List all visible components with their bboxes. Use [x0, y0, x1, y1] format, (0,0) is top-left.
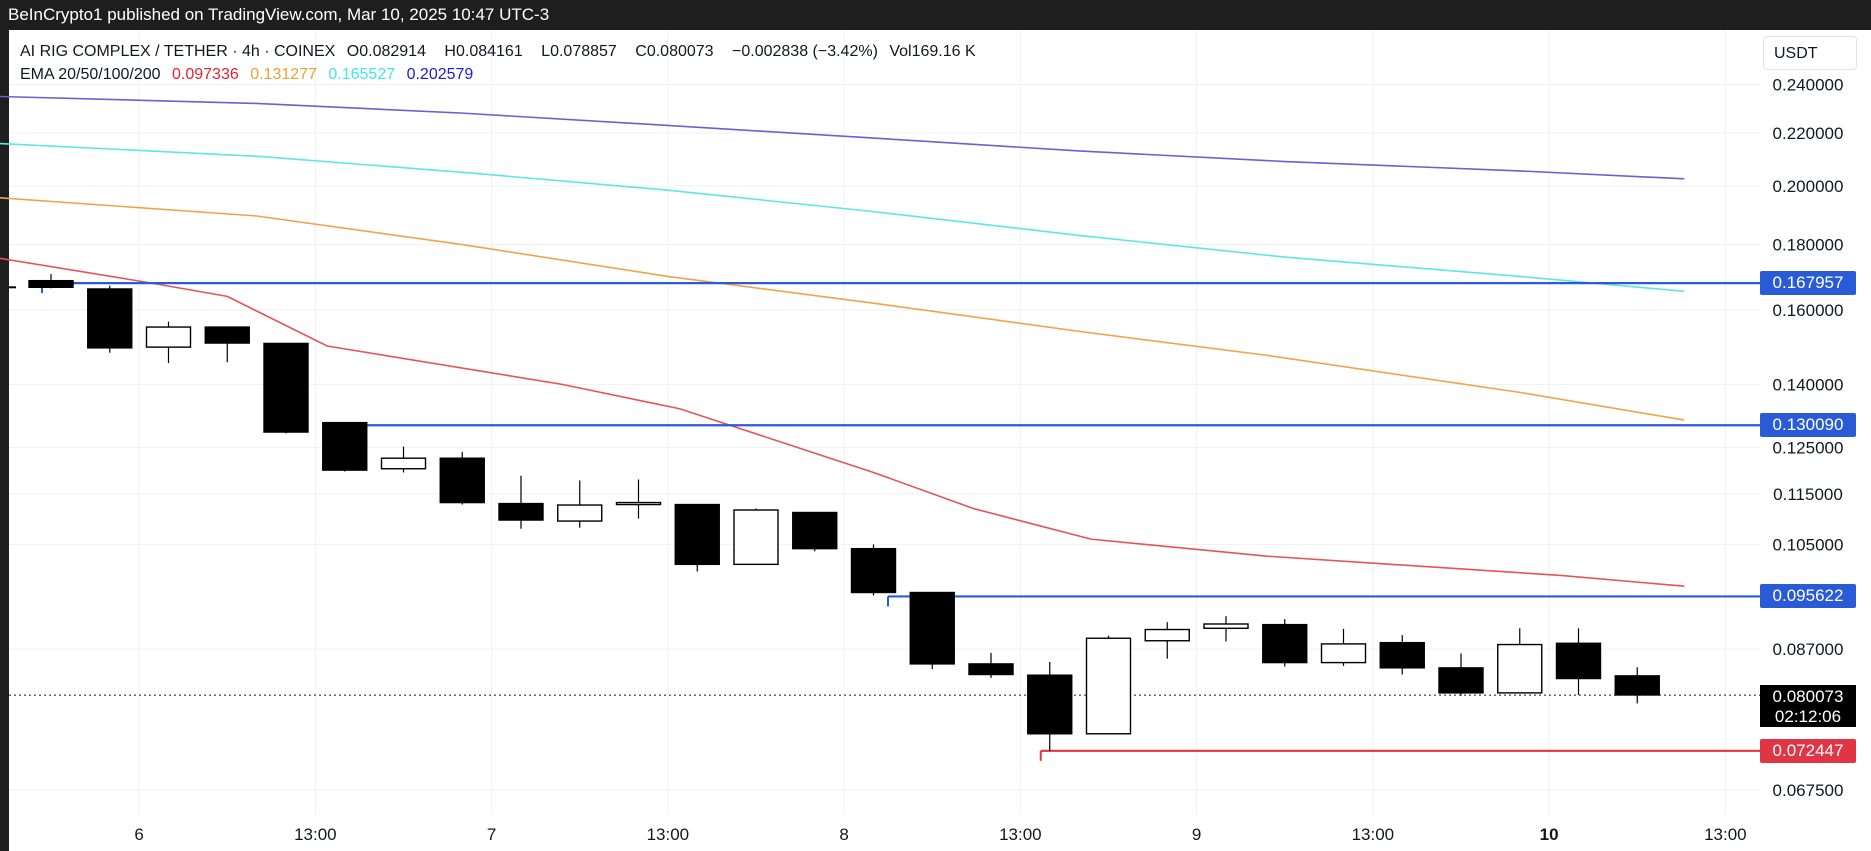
candle-down [850, 547, 897, 594]
candle-up [1320, 643, 1367, 664]
close-key: C [635, 43, 647, 60]
y-tick-label: 0.200000 [1773, 177, 1844, 196]
y-tick-label: 0.105000 [1773, 535, 1844, 554]
x-tick-label: 13:00 [1704, 825, 1747, 844]
ema-line-ema100 [0, 142, 1685, 293]
axis-layer: 0.240000 0.220000 0.200000 0.180000 0.160000… [134, 76, 1843, 844]
ohlc-vol: Vol169.16 K [889, 43, 982, 60]
candle-down [28, 279, 74, 288]
high-value: 0.084161 [455, 43, 523, 60]
price-tag-level2: 0.130090 [1760, 413, 1856, 438]
ema-line-ema200 [0, 95, 1685, 180]
x-tick-label: 6 [134, 825, 143, 844]
candle-up [145, 326, 192, 348]
candle-up [380, 457, 427, 470]
close-value: 0.080073 [646, 43, 714, 60]
x-tick-label: 13:00 [647, 825, 690, 844]
y-tick-label: 0.220000 [1773, 124, 1844, 143]
x-tick-label: 13:00 [999, 825, 1042, 844]
y-tick-label: 0.115000 [1773, 485, 1843, 504]
candle-up [733, 509, 779, 566]
y-tick-label: 0.180000 [1773, 236, 1844, 255]
candle-down [439, 457, 485, 504]
last-price-tag: 0.080073 02:12:06 [1760, 685, 1856, 728]
candle-up [1144, 628, 1190, 642]
y-tick-label: 0.240000 [1773, 76, 1844, 95]
bar-countdown: 02:12:06 [1774, 707, 1842, 727]
low-value: 0.078857 [550, 43, 617, 60]
symbol-title: AI RIG COMPLEX / TETHER · 4h · COINEX [20, 43, 336, 60]
candle-down [1027, 674, 1073, 735]
ohlc-high: H0.084161 [444, 43, 529, 60]
candle-down [968, 663, 1014, 676]
price-tag-level1: 0.167957 [1760, 271, 1856, 296]
x-tick-label: 13:00 [294, 825, 337, 844]
change-value: −0.002838 (−3.42%) [732, 43, 878, 60]
candle-down [1379, 641, 1425, 669]
ema-line-ema20 [0, 257, 1685, 587]
candle-down [87, 288, 133, 349]
publisher-text: BeInCrypto1 published on TradingView.com… [8, 5, 550, 24]
y-tick-label: 0.067500 [1773, 781, 1844, 800]
candle-up [1203, 623, 1249, 629]
x-tick-label: 13:00 [1352, 825, 1395, 844]
y-tick-label: 0.160000 [1773, 301, 1844, 320]
y-tick-label: 0.140000 [1773, 375, 1844, 394]
candle-down [498, 502, 544, 521]
last-price-value: 0.080073 [1772, 687, 1844, 707]
candle-layer [9, 274, 1660, 752]
candle-down [909, 591, 955, 665]
candle-down [263, 342, 309, 433]
candle-up [1497, 643, 1543, 694]
ohlc-close: C0.080073 [635, 43, 720, 60]
candle-down [1262, 623, 1308, 664]
candle-down [674, 503, 720, 566]
ema-layer [0, 95, 1685, 587]
ema-legend[interactable]: EMA 20/50/100/200 0.097336 0.131277 0.16… [20, 66, 480, 84]
candle-down [322, 421, 368, 471]
vol-key: Vol [889, 43, 912, 60]
ema200-value: 0.202579 [406, 66, 474, 83]
left-edge-strip [0, 30, 9, 851]
open-value: 0.082914 [359, 43, 426, 60]
ema100-value: 0.165527 [328, 66, 396, 83]
candle-up [1085, 637, 1132, 735]
open-key: O [346, 43, 360, 60]
candle-down [204, 326, 250, 344]
y-tick-label: 0.125000 [1773, 438, 1844, 457]
ema-label: EMA 20/50/100/200 [20, 66, 161, 83]
candle-up [615, 501, 662, 506]
ema-line-ema50 [0, 196, 1685, 421]
vol-value: 169.16 K [911, 43, 976, 60]
candle-up [557, 504, 603, 522]
candle-down [1438, 667, 1484, 694]
ohlc-low: L0.078857 [541, 43, 624, 60]
publisher-bar: BeInCrypto1 published on TradingView.com… [0, 0, 1871, 30]
candle-down [1614, 675, 1660, 696]
ema20-value: 0.097336 [172, 66, 239, 83]
price-tag-support: 0.072447 [1760, 738, 1856, 763]
ema50-value: 0.131277 [250, 66, 317, 83]
level-layer [9, 282, 1760, 761]
candle-down [1555, 642, 1602, 680]
x-tick-label: 10 [1540, 825, 1559, 844]
ohlc-open: O0.082914 [347, 43, 433, 60]
price-tag-level3: 0.095622 [1760, 584, 1856, 609]
currency-button[interactable]: USDT [1763, 36, 1857, 70]
y-tick-label: 0.087000 [1773, 640, 1844, 659]
low-key: L [541, 43, 551, 60]
candle-down [792, 511, 838, 550]
x-tick-label: 9 [1192, 825, 1201, 844]
x-tick-label: 7 [487, 825, 496, 844]
symbol-legend: AI RIG COMPLEX / TETHER · 4h · COINEX O0… [20, 43, 990, 61]
x-tick-label: 8 [839, 825, 848, 844]
high-key: H [444, 43, 456, 60]
